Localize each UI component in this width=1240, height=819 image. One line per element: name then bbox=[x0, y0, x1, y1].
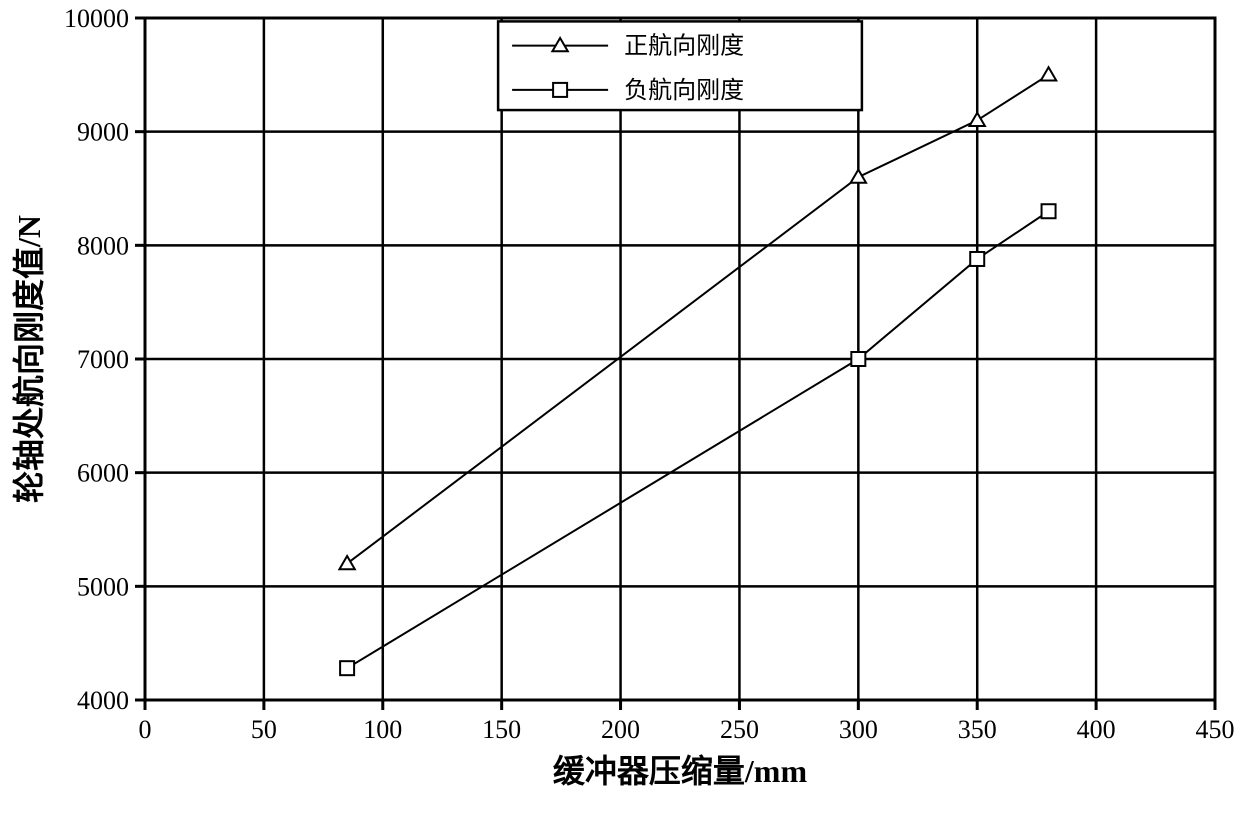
x-tick-label: 400 bbox=[1077, 715, 1116, 744]
square-marker-icon bbox=[340, 661, 354, 675]
legend-label: 负航向刚度 bbox=[624, 77, 744, 104]
y-tick-label: 4000 bbox=[77, 686, 129, 715]
y-tick-label: 7000 bbox=[77, 345, 129, 374]
x-tick-label: 350 bbox=[958, 715, 997, 744]
legend: 正航向刚度负航向刚度 bbox=[498, 21, 862, 110]
x-tick-label: 150 bbox=[482, 715, 521, 744]
square-marker-icon bbox=[851, 352, 865, 366]
y-tick-label: 5000 bbox=[77, 572, 129, 601]
x-tick-label: 300 bbox=[839, 715, 878, 744]
square-marker-icon bbox=[1042, 204, 1056, 218]
y-tick-label: 9000 bbox=[77, 118, 129, 147]
x-tick-label: 450 bbox=[1196, 715, 1235, 744]
x-tick-label: 100 bbox=[363, 715, 402, 744]
square-marker-icon bbox=[970, 252, 984, 266]
y-axis-label: 轮轴处航向刚度值/N bbox=[11, 215, 47, 503]
y-tick-label: 8000 bbox=[77, 231, 129, 260]
stiffness-chart: 0 50 100 150 200 250 300 350 400 450 4000 5000 6000 7… bbox=[0, 0, 1240, 819]
y-tick-label: 6000 bbox=[77, 459, 129, 488]
y-tick-label: 10000 bbox=[64, 4, 129, 33]
x-tick-label: 50 bbox=[251, 715, 277, 744]
x-tick-label: 200 bbox=[601, 715, 640, 744]
square-marker-icon bbox=[553, 83, 567, 97]
x-tick-label: 250 bbox=[720, 715, 759, 744]
x-tick-label: 0 bbox=[139, 715, 152, 744]
x-axis-label: 缓冲器压缩量/mm bbox=[553, 753, 808, 789]
legend-label: 正航向刚度 bbox=[624, 33, 744, 60]
